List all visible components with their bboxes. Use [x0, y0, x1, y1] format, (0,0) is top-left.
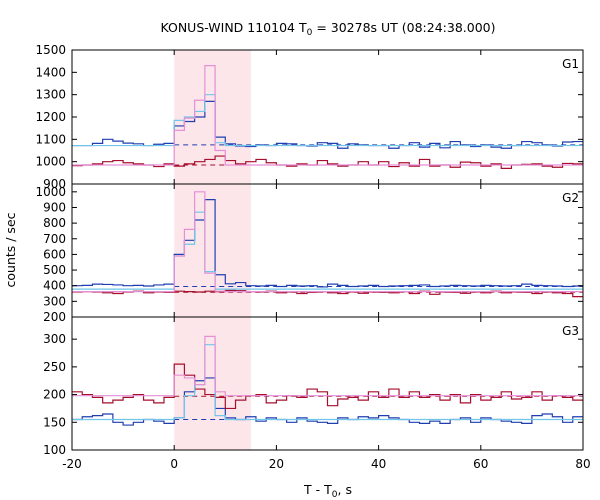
y-tick-label: 900 [43, 177, 66, 191]
series-step-red [72, 155, 583, 169]
panel-label: G1 [562, 57, 579, 71]
series-step-blue [72, 199, 583, 288]
series-step-pink [72, 65, 583, 166]
series-step-cyan [72, 94, 583, 147]
x-tick-label: 60 [473, 457, 488, 471]
y-tick-label: 700 [43, 232, 66, 246]
y-tick-label: 900 [43, 200, 66, 214]
series-step-blue [72, 100, 583, 149]
chart-title-subscript: 0 [307, 28, 313, 38]
x-axis-label-prefix: T - T [303, 482, 332, 497]
x-tick-label: 80 [575, 457, 590, 471]
y-tick-label: 1100 [35, 132, 66, 146]
y-tick-label: 500 [43, 263, 66, 277]
chart-title-prefix: KONUS-WIND 110104 T [160, 20, 306, 35]
y-tick-label: 600 [43, 247, 66, 261]
y-tick-label: 1500 [35, 43, 66, 57]
y-tick-label: 800 [43, 216, 66, 230]
y-tick-label: 200 [43, 310, 66, 324]
panel-g1: 900 1000 1100 1200 1300 1400 1500 G1 [35, 43, 584, 191]
y-tick-label: 150 [43, 415, 66, 429]
y-axis-label: counts / sec [3, 212, 18, 287]
y-tick-label: 250 [43, 360, 66, 374]
panels-layer: 900100011001200130014001500G120030040050… [35, 43, 584, 457]
series-step-pink [72, 335, 583, 397]
panel-label: G2 [562, 191, 579, 205]
series-step-cyan [72, 344, 583, 421]
x-axis-label-suffix: , s [338, 482, 352, 497]
y-tick-label: 1400 [35, 65, 66, 79]
x-tick-label: 0 [170, 457, 178, 471]
panel-label: G3 [562, 324, 579, 338]
y-tick-label: 300 [43, 332, 66, 346]
x-axis-label-subscript: 0 [332, 490, 338, 500]
y-tick-label: 100 [43, 443, 66, 457]
y-tick-label: 400 [43, 279, 66, 293]
series-step-red [72, 363, 583, 410]
x-tick-labels: -20 0 20 40 60 80 [62, 457, 590, 471]
chart-title-suffix: = 30278s UT (08:24:38.000) [312, 20, 495, 35]
series-step-pink [72, 191, 583, 293]
x-tick-label: 40 [371, 457, 386, 471]
burst-interval-shade [174, 184, 251, 317]
x-axis-label: T - T0, s [303, 482, 352, 500]
y-tick-label: 1000 [35, 185, 66, 199]
panel-g3: 100 150 200 250 300 G3 [43, 316, 584, 457]
chart-title: KONUS-WIND 110104 T0 = 30278s UT (08:24:… [160, 20, 495, 38]
y-tick-label: 200 [43, 388, 66, 402]
x-tick-label: 20 [269, 457, 284, 471]
y-tick-label: 300 [43, 294, 66, 308]
x-tick-label: -20 [62, 457, 82, 471]
y-tick-label: 1200 [35, 110, 66, 124]
series-step-cyan [72, 211, 583, 290]
panel-frame [71, 316, 584, 451]
y-tick-label: 1300 [35, 88, 66, 102]
y-tick-label: 1000 [35, 155, 66, 169]
burst-interval-shade [174, 317, 251, 450]
panel-frame [71, 183, 584, 318]
